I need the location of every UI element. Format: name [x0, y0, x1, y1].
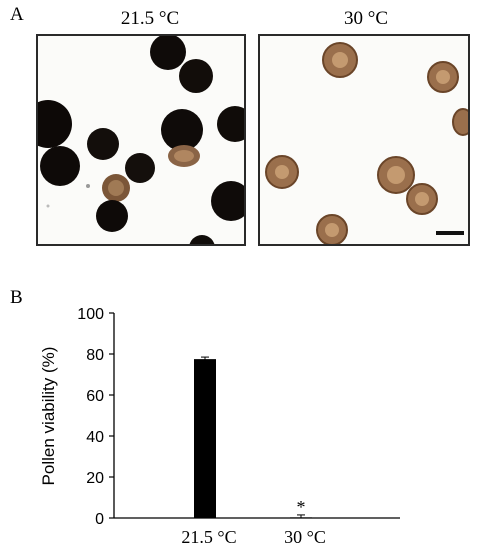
- panel-b-letter: B: [10, 287, 23, 308]
- y-tick-label: 60: [86, 388, 104, 405]
- pollen-grains-21-5c: [38, 36, 244, 244]
- micrograph-21-5c: [36, 34, 246, 246]
- y-tick-label: 0: [95, 511, 104, 528]
- y-tick-label: 20: [86, 470, 104, 487]
- y-tick-label: 40: [86, 429, 104, 446]
- x-tick-label: 30 °C: [284, 527, 326, 547]
- panel-a-letter: A: [10, 4, 24, 25]
- scale-bar: [436, 231, 464, 235]
- micrograph-right-label: 30 °C: [343, 8, 389, 29]
- pollen-grains-30c: [265, 42, 468, 244]
- micrograph-left-label: 21.5 °C: [120, 8, 180, 29]
- significance-asterisk: *: [297, 497, 306, 517]
- y-axis-label: Pollen viability (%): [39, 347, 58, 486]
- x-tick-label: 21.5 °C: [181, 527, 236, 547]
- y-tick-label: 80: [86, 347, 104, 364]
- y-tick-label: 100: [77, 306, 104, 323]
- pollen-viability-chart: Pollen viability (%) 0 20 40 60 80 100 21.5 °…: [39, 306, 400, 547]
- bar-1: [194, 359, 216, 518]
- micrograph-30c: [258, 34, 470, 246]
